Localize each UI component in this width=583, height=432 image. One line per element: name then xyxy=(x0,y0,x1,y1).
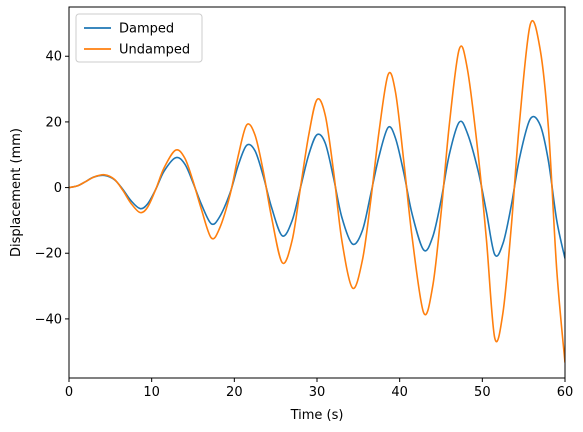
legend: Damped Undamped xyxy=(75,13,203,63)
x-axis-label: Time (s) xyxy=(290,408,344,423)
x-axis: 0 10 20 30 40 50 60 xyxy=(65,378,573,400)
y-tick-label: −20 xyxy=(35,247,62,262)
x-tick-label: 60 xyxy=(557,385,574,400)
y-tick-label: 20 xyxy=(45,115,62,130)
x-tick-label: 10 xyxy=(143,385,160,400)
x-tick-label: 0 xyxy=(65,385,73,400)
x-tick-label: 40 xyxy=(391,385,408,400)
legend-box xyxy=(75,13,203,63)
y-tick-label: 40 xyxy=(45,50,62,65)
x-tick-label: 30 xyxy=(309,385,326,400)
x-tick-label: 50 xyxy=(474,385,491,400)
series-line-undamped xyxy=(69,20,565,363)
y-axis-label: Displacement (mm) xyxy=(9,128,24,257)
legend-label-undamped: Undamped xyxy=(119,43,190,58)
axes-frame xyxy=(68,6,566,379)
x-tick-label: 20 xyxy=(226,385,243,400)
y-tick-label: −40 xyxy=(35,312,62,327)
legend-label-damped: Damped xyxy=(119,22,174,37)
series-line-damped xyxy=(69,115,565,259)
y-tick-label: 0 xyxy=(54,181,62,196)
y-axis: −40 −20 0 20 40 xyxy=(35,50,69,327)
plot-area xyxy=(69,20,565,363)
